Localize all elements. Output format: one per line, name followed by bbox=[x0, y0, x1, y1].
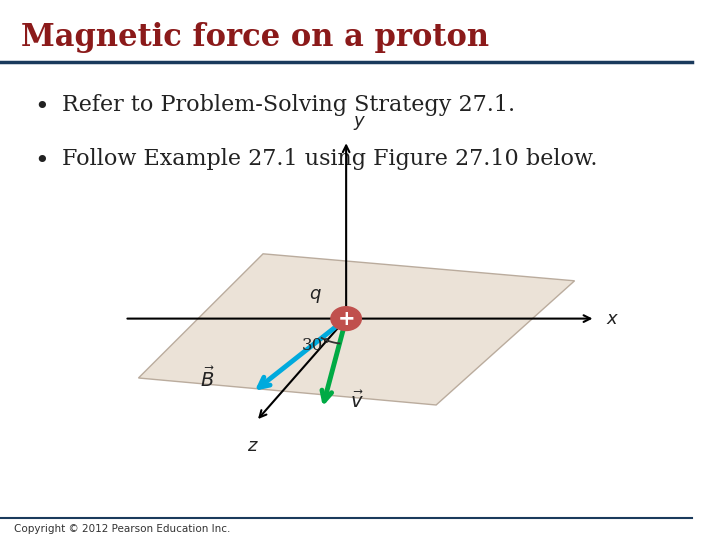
Text: Magnetic force on a proton: Magnetic force on a proton bbox=[21, 22, 489, 52]
Polygon shape bbox=[138, 254, 575, 405]
Text: $\vec{v}$: $\vec{v}$ bbox=[350, 390, 364, 411]
Text: Follow Example 27.1 using Figure 27.10 below.: Follow Example 27.1 using Figure 27.10 b… bbox=[63, 148, 598, 171]
Text: $\vec{B}$: $\vec{B}$ bbox=[200, 367, 215, 391]
Text: $z$: $z$ bbox=[247, 437, 258, 455]
Text: $y$: $y$ bbox=[353, 114, 366, 132]
Text: $x$: $x$ bbox=[606, 309, 619, 328]
Circle shape bbox=[331, 307, 361, 330]
Text: $q$: $q$ bbox=[309, 287, 322, 305]
Text: Refer to Problem-Solving Strategy 27.1.: Refer to Problem-Solving Strategy 27.1. bbox=[63, 94, 516, 117]
Text: Copyright © 2012 Pearson Education Inc.: Copyright © 2012 Pearson Education Inc. bbox=[14, 524, 230, 534]
Text: •: • bbox=[35, 148, 50, 172]
Text: •: • bbox=[35, 94, 50, 118]
Text: +: + bbox=[338, 308, 355, 329]
Text: 30°: 30° bbox=[302, 337, 332, 354]
